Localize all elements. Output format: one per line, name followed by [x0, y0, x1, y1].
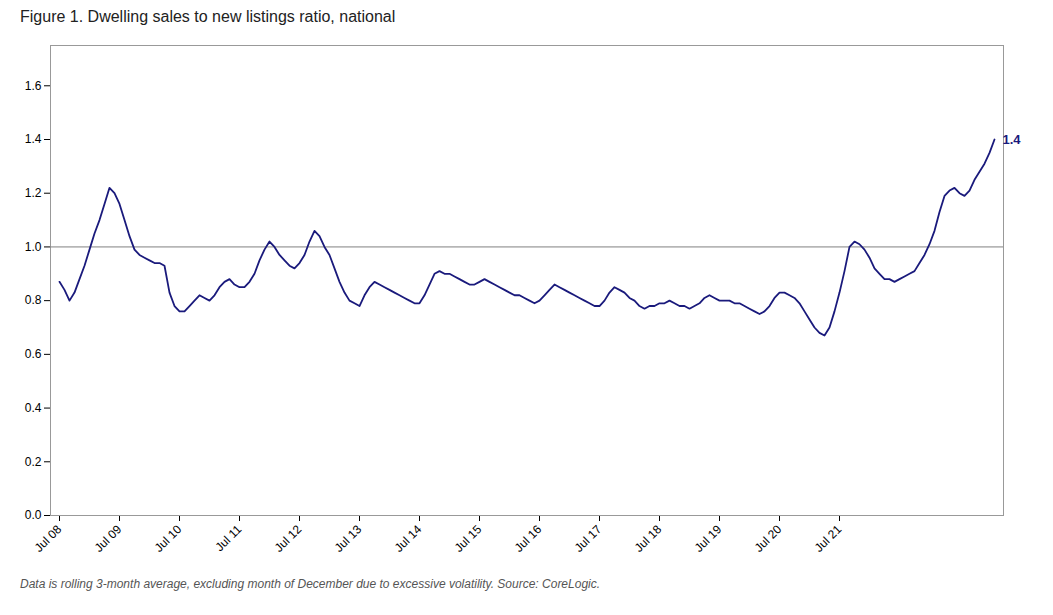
svg-text:Jul 17: Jul 17	[572, 522, 605, 555]
svg-text:0.0: 0.0	[25, 508, 42, 522]
svg-text:Jul 19: Jul 19	[692, 522, 725, 555]
svg-text:0.2: 0.2	[25, 455, 42, 469]
svg-text:Jul 21: Jul 21	[812, 522, 845, 555]
svg-text:Jul 13: Jul 13	[332, 522, 365, 555]
svg-text:Jul 20: Jul 20	[752, 522, 785, 555]
html-text:Figure 1. Dwelling sales to ne: Figure 1. Dwelling sales to new listings…	[20, 8, 396, 25]
svg-text:0.8: 0.8	[25, 293, 42, 307]
svg-text:Jul 15: Jul 15	[452, 522, 485, 555]
html-text:Data is rolling 3-month averag: Data is rolling 3-month average, excludi…	[20, 577, 601, 591]
svg-text:1.0: 1.0	[25, 240, 42, 254]
svg-text:Jul 12: Jul 12	[272, 522, 305, 555]
svg-text:0.6: 0.6	[25, 347, 42, 361]
svg-text:1.4: 1.4	[25, 132, 42, 146]
svg-text:Jul 18: Jul 18	[632, 522, 665, 555]
svg-text:Jul 11: Jul 11	[212, 522, 244, 554]
svg-text:1.2: 1.2	[25, 186, 42, 200]
svg-text:Jul 14: Jul 14	[392, 522, 425, 555]
svg-text:1.4: 1.4	[1003, 132, 1022, 147]
svg-text:Jul 16: Jul 16	[512, 522, 545, 555]
svg-text:Jul 10: Jul 10	[152, 522, 185, 555]
svg-text:Jul 08: Jul 08	[32, 522, 65, 555]
svg-text:Jul 09: Jul 09	[92, 522, 125, 555]
svg-text:1.6: 1.6	[25, 79, 42, 93]
svg-text:0.4: 0.4	[25, 401, 42, 415]
